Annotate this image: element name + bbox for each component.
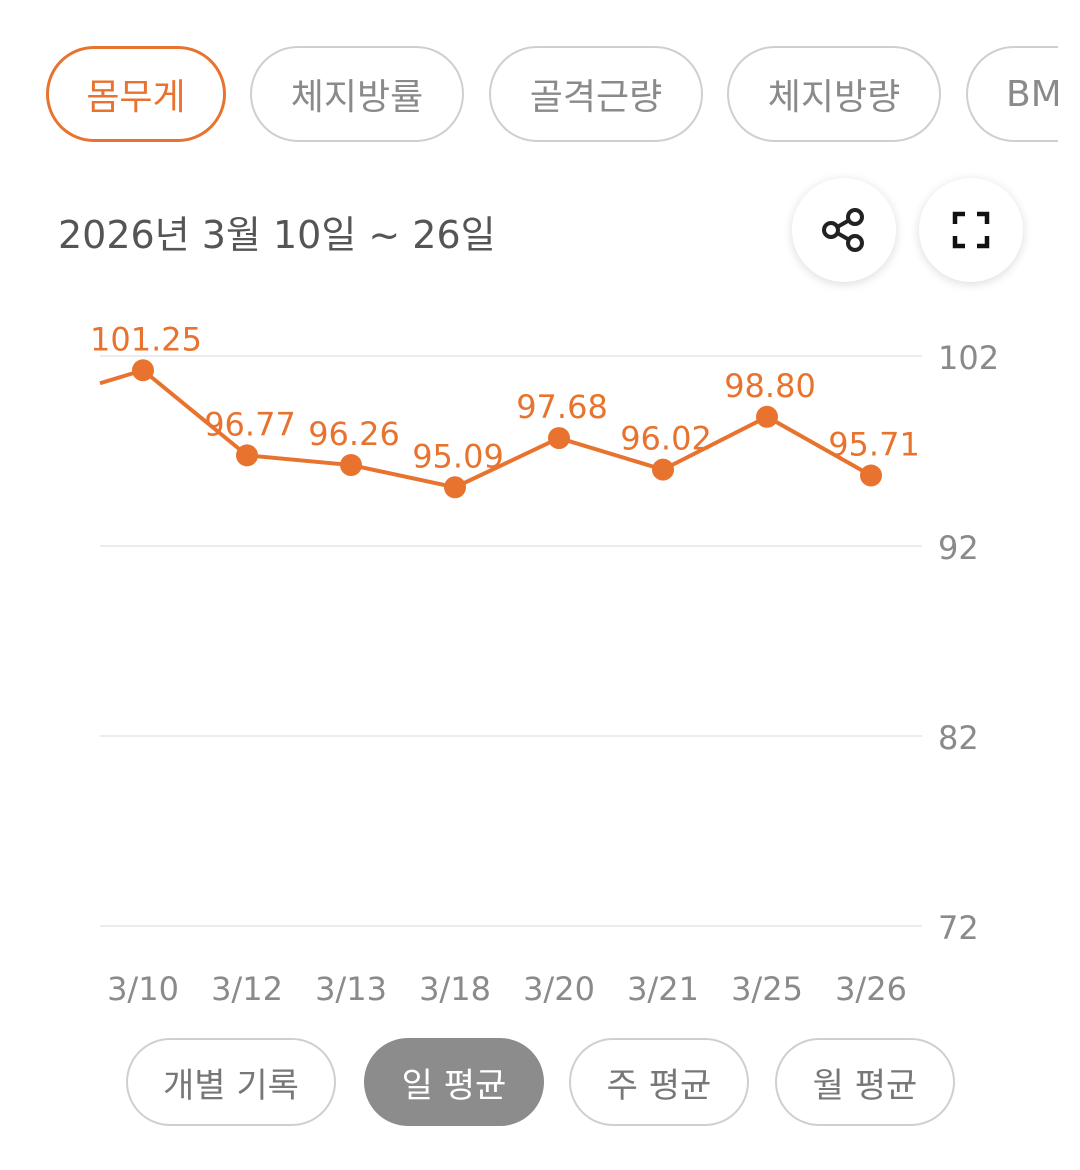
data-point[interactable]	[444, 476, 466, 499]
x-tick-label: 3/21	[627, 970, 699, 1008]
x-tick-label: 3/13	[315, 970, 387, 1008]
tab-skeletal-muscle-label: 골격근량	[529, 77, 663, 118]
segment-individual-records-label: 개별 기록	[163, 1065, 299, 1106]
metric-tabs: 몸무게 체지방률 골격근량 체지방량 BMI	[0, 0, 1058, 170]
y-tick-label: 72	[938, 909, 979, 947]
data-point[interactable]	[860, 464, 882, 487]
data-point[interactable]	[756, 405, 778, 428]
fullscreen-button[interactable]	[919, 178, 1023, 282]
segment-daily-average-label: 일 평균	[401, 1065, 507, 1106]
tab-body-fat-mass-label: 체지방량	[767, 77, 901, 118]
segment-individual-records[interactable]: 개별 기록	[126, 1038, 336, 1126]
data-point[interactable]	[340, 454, 362, 477]
data-label: 96.26	[308, 415, 400, 453]
weight-line-chart: 102 92 82 72 101.25 96.77 96.26 95.09 97.68 96.0…	[90, 320, 999, 1008]
data-label: 95.71	[828, 426, 920, 464]
x-tick-label: 3/18	[419, 970, 491, 1008]
segment-monthly-average[interactable]: 월 평균	[775, 1038, 955, 1126]
data-point[interactable]	[548, 427, 570, 450]
x-tick-label: 3/20	[523, 970, 595, 1008]
tab-body-fat-percent-label: 체지방률	[290, 77, 424, 118]
data-point[interactable]	[652, 458, 674, 481]
data-label: 97.68	[516, 388, 608, 426]
segment-weekly-average-label: 주 평균	[606, 1065, 712, 1106]
tab-bmi-label: BMI	[1006, 73, 1058, 115]
tab-skeletal-muscle[interactable]: 골격근량	[489, 46, 703, 142]
data-point[interactable]	[236, 444, 258, 467]
tab-body-fat-percent[interactable]: 체지방률	[250, 46, 464, 142]
tab-bmi[interactable]: BMI	[966, 46, 1058, 142]
tab-weight-label: 몸무게	[86, 77, 186, 118]
x-tick-label: 3/25	[731, 970, 803, 1008]
x-tick-label: 3/12	[211, 970, 283, 1008]
y-tick-label: 82	[938, 719, 979, 757]
segment-monthly-average-label: 월 평균	[812, 1065, 918, 1106]
data-label: 101.25	[90, 320, 202, 358]
data-label: 96.02	[620, 420, 712, 458]
data-label: 95.09	[412, 437, 504, 475]
y-tick-label: 92	[938, 529, 979, 567]
x-tick-label: 3/10	[107, 970, 179, 1008]
share-icon	[822, 208, 864, 252]
tab-body-fat-mass[interactable]: 체지방량	[727, 46, 941, 142]
x-tick-label: 3/26	[835, 970, 907, 1008]
data-label: 96.77	[204, 405, 296, 443]
y-tick-label: 102	[938, 339, 999, 377]
segment-daily-average[interactable]: 일 평균	[364, 1038, 544, 1126]
segment-weekly-average[interactable]: 주 평균	[569, 1038, 749, 1126]
data-point[interactable]	[132, 359, 154, 382]
series-line	[141, 368, 872, 490]
data-label: 98.80	[724, 367, 816, 405]
fullscreen-icon	[952, 211, 990, 249]
date-range: 2026년 3월 10일 ~ 26일	[58, 213, 496, 257]
tab-weight[interactable]: 몸무게	[46, 46, 226, 142]
share-button[interactable]	[792, 178, 896, 282]
